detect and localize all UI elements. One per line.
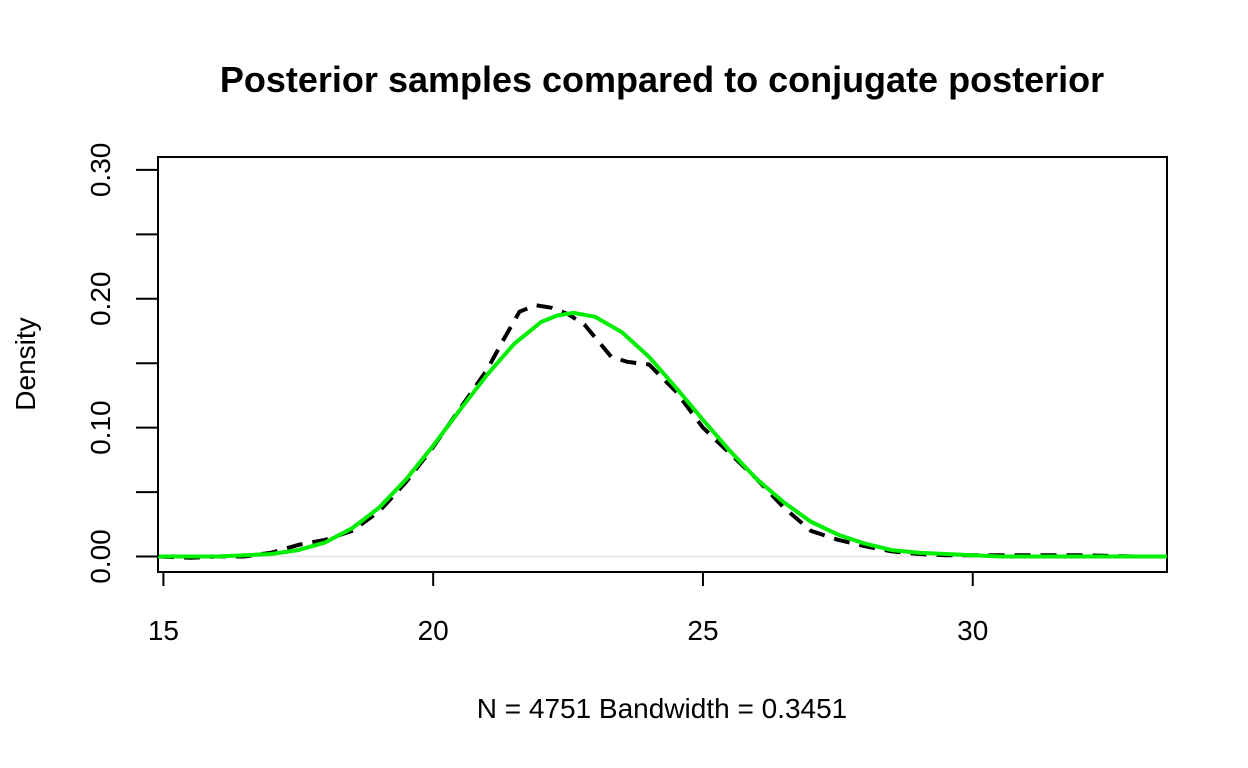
x-axis-label: N = 4751 Bandwidth = 0.3451 [477,693,848,724]
plot-frame [157,156,1168,573]
density-curve-dashed [157,303,1167,560]
y-tick-label: 0.00 [85,529,116,584]
density-curve-solid [158,310,1167,559]
x-tick-label: 25 [687,615,718,646]
chart-title: Posterior samples compared to conjugate … [220,59,1104,100]
x-tick-label: 15 [148,615,179,646]
y-axis-label: Density [10,317,41,410]
x-tick-label: 30 [957,615,988,646]
y-tick-label: 0.30 [85,143,116,198]
y-axis: 0.00 0.10 0.20 0.30 [85,143,159,584]
x-tick-label: 20 [418,615,449,646]
x-axis: 15 20 25 30 [148,571,988,646]
plot-area [157,303,1167,560]
y-tick-label: 0.20 [85,272,116,327]
y-tick-label: 0.10 [85,400,116,455]
